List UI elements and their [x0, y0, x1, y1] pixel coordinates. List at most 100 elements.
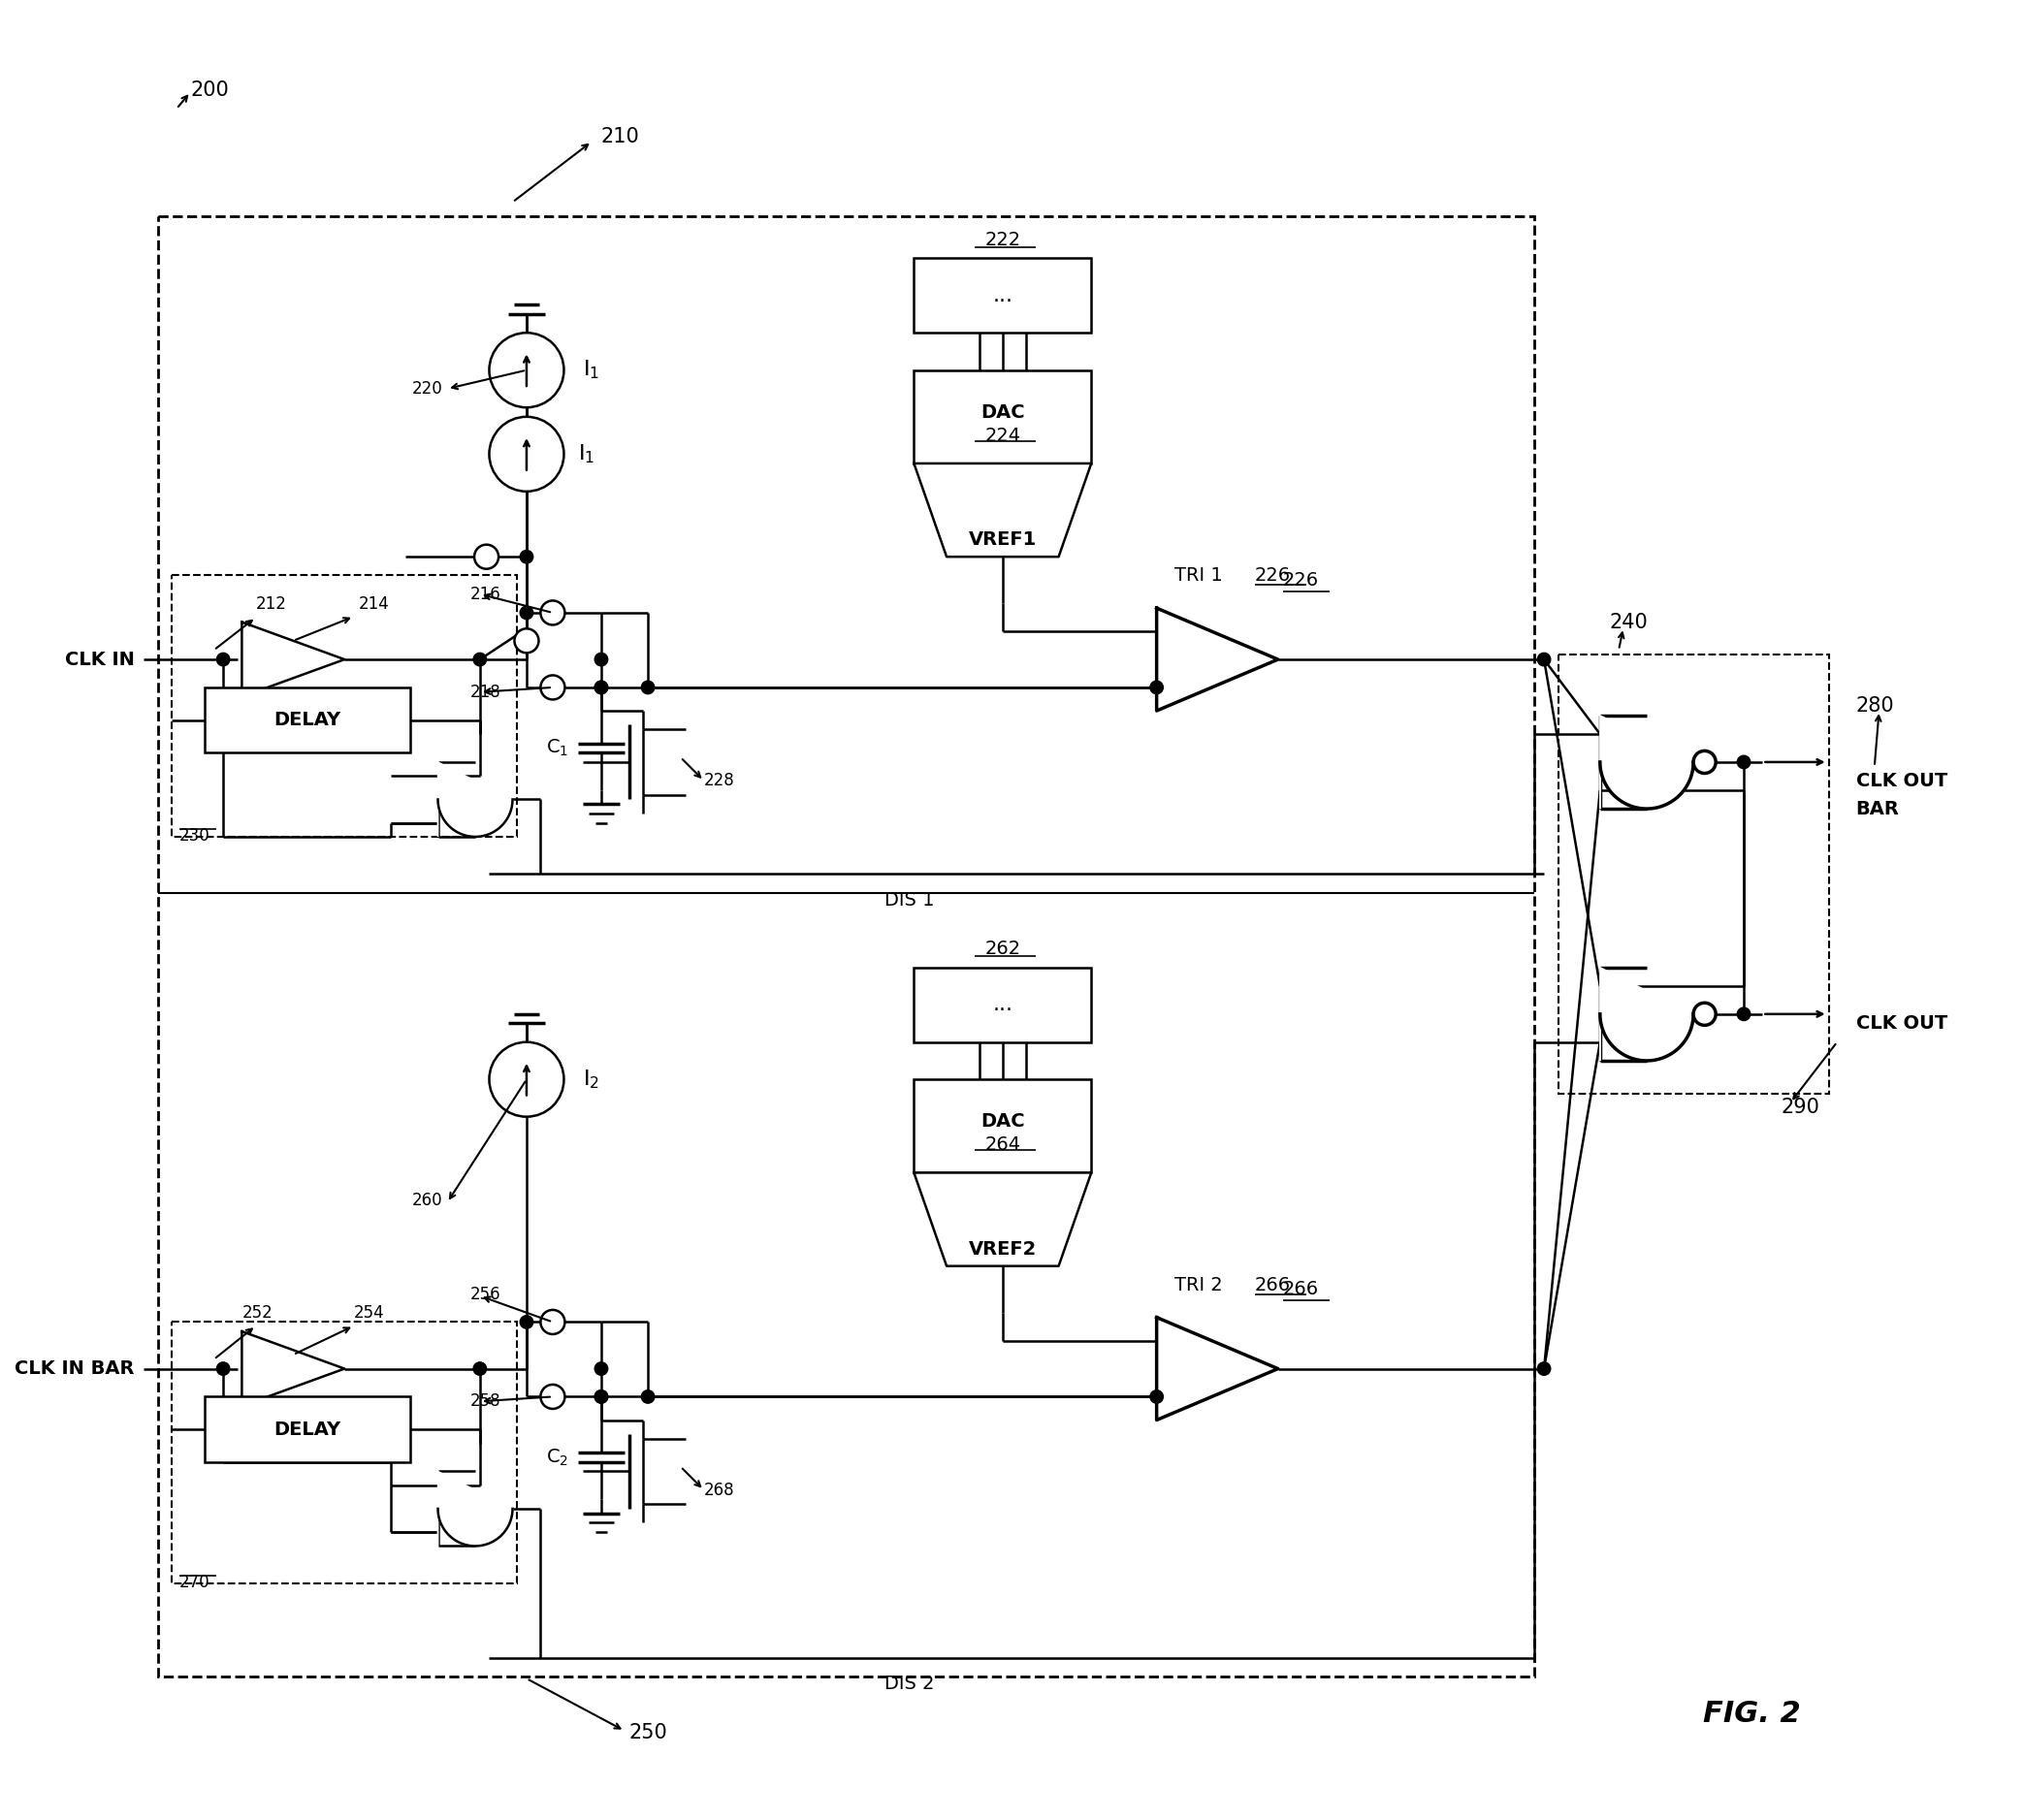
Text: VREF2: VREF2 — [969, 1239, 1036, 1258]
Text: 252: 252 — [241, 1305, 273, 1321]
Circle shape — [1737, 1008, 1751, 1021]
Text: DELAY: DELAY — [273, 1420, 340, 1438]
Bar — [158, 217, 1534, 1676]
Text: 262: 262 — [984, 939, 1020, 957]
Circle shape — [474, 1361, 486, 1376]
Text: 266: 266 — [1255, 1276, 1291, 1294]
Text: I$_1$: I$_1$ — [579, 442, 595, 466]
Polygon shape — [241, 622, 344, 697]
Text: CLK OUT: CLK OUT — [1856, 1014, 1947, 1032]
Circle shape — [1538, 653, 1550, 666]
Text: 270: 270 — [180, 1574, 210, 1591]
Text: ...: ... — [992, 286, 1012, 306]
Polygon shape — [915, 1172, 1091, 1267]
Text: 280: 280 — [1856, 697, 1894, 715]
Bar — [172, 1321, 518, 1583]
Text: 254: 254 — [354, 1305, 385, 1321]
Text: CLK IN BAR: CLK IN BAR — [14, 1360, 134, 1378]
Text: VREF1: VREF1 — [969, 531, 1036, 550]
Circle shape — [595, 681, 607, 693]
Text: 268: 268 — [704, 1481, 735, 1498]
Text: DELAY: DELAY — [273, 712, 340, 730]
Circle shape — [217, 653, 231, 666]
Circle shape — [1150, 681, 1164, 693]
Circle shape — [490, 417, 565, 491]
Circle shape — [520, 606, 532, 619]
Text: 224: 224 — [984, 426, 1020, 444]
Circle shape — [540, 1310, 565, 1334]
Text: 212: 212 — [255, 595, 287, 613]
Text: 222: 222 — [984, 231, 1020, 249]
Circle shape — [540, 601, 565, 624]
Text: FIG. 2: FIG. 2 — [1702, 1700, 1801, 1727]
Text: DAC: DAC — [980, 402, 1024, 420]
Text: 218: 218 — [470, 682, 502, 701]
Text: TRI 1: TRI 1 — [1174, 566, 1222, 584]
Circle shape — [642, 1390, 654, 1403]
Bar — [172, 575, 518, 837]
Bar — [204, 688, 411, 753]
Text: I$_2$: I$_2$ — [583, 1068, 599, 1090]
Polygon shape — [1156, 608, 1277, 712]
Text: 290: 290 — [1781, 1097, 1820, 1117]
Text: 256: 256 — [470, 1285, 502, 1303]
Circle shape — [520, 550, 532, 564]
Text: CLK IN: CLK IN — [65, 650, 134, 668]
Text: 200: 200 — [190, 80, 229, 100]
Text: I$_1$: I$_1$ — [583, 359, 599, 382]
Polygon shape — [437, 763, 512, 837]
Bar — [204, 1396, 411, 1461]
Text: BAR: BAR — [1856, 799, 1899, 817]
Circle shape — [595, 1361, 607, 1376]
Text: TRI 2: TRI 2 — [1174, 1276, 1222, 1294]
Text: 264: 264 — [984, 1136, 1020, 1154]
Text: C$_1$: C$_1$ — [546, 737, 569, 759]
Circle shape — [595, 1390, 607, 1403]
Text: 230: 230 — [180, 828, 210, 844]
Polygon shape — [1601, 968, 1694, 1061]
Circle shape — [540, 675, 565, 699]
Circle shape — [490, 1043, 565, 1117]
Text: 214: 214 — [358, 595, 389, 613]
Polygon shape — [1601, 715, 1694, 808]
Text: 228: 228 — [704, 772, 735, 790]
Text: 258: 258 — [470, 1392, 502, 1410]
Bar — [915, 968, 1091, 1043]
Text: C$_2$: C$_2$ — [546, 1447, 569, 1467]
Circle shape — [1538, 1361, 1550, 1376]
Circle shape — [1737, 755, 1751, 768]
Circle shape — [490, 333, 565, 408]
Polygon shape — [1156, 1318, 1277, 1420]
Circle shape — [520, 1316, 532, 1329]
Bar — [915, 369, 1091, 464]
Text: 250: 250 — [629, 1724, 668, 1742]
Circle shape — [642, 681, 654, 693]
Circle shape — [1150, 1390, 1164, 1403]
Text: DIS 2: DIS 2 — [884, 1674, 935, 1693]
Text: 240: 240 — [1609, 612, 1648, 632]
Text: ...: ... — [992, 996, 1012, 1014]
Circle shape — [514, 628, 538, 653]
Circle shape — [595, 653, 607, 666]
Text: 210: 210 — [601, 127, 640, 146]
Circle shape — [474, 653, 486, 666]
Polygon shape — [437, 1471, 512, 1545]
Circle shape — [1694, 1003, 1716, 1025]
Bar — [1558, 655, 1830, 1094]
Polygon shape — [241, 1332, 344, 1407]
Text: 260: 260 — [411, 1192, 443, 1210]
Circle shape — [1694, 752, 1716, 773]
Polygon shape — [915, 464, 1091, 557]
Text: 220: 220 — [411, 380, 443, 397]
Bar — [915, 1079, 1091, 1172]
Circle shape — [595, 681, 607, 693]
Text: 226: 226 — [1283, 571, 1320, 590]
Circle shape — [540, 1385, 565, 1409]
Circle shape — [217, 1361, 231, 1376]
Bar — [915, 258, 1091, 333]
Text: 226: 226 — [1255, 566, 1291, 584]
Text: 216: 216 — [470, 586, 502, 602]
Circle shape — [595, 1390, 607, 1403]
Text: CLK OUT: CLK OUT — [1856, 772, 1947, 790]
Text: DAC: DAC — [980, 1112, 1024, 1130]
